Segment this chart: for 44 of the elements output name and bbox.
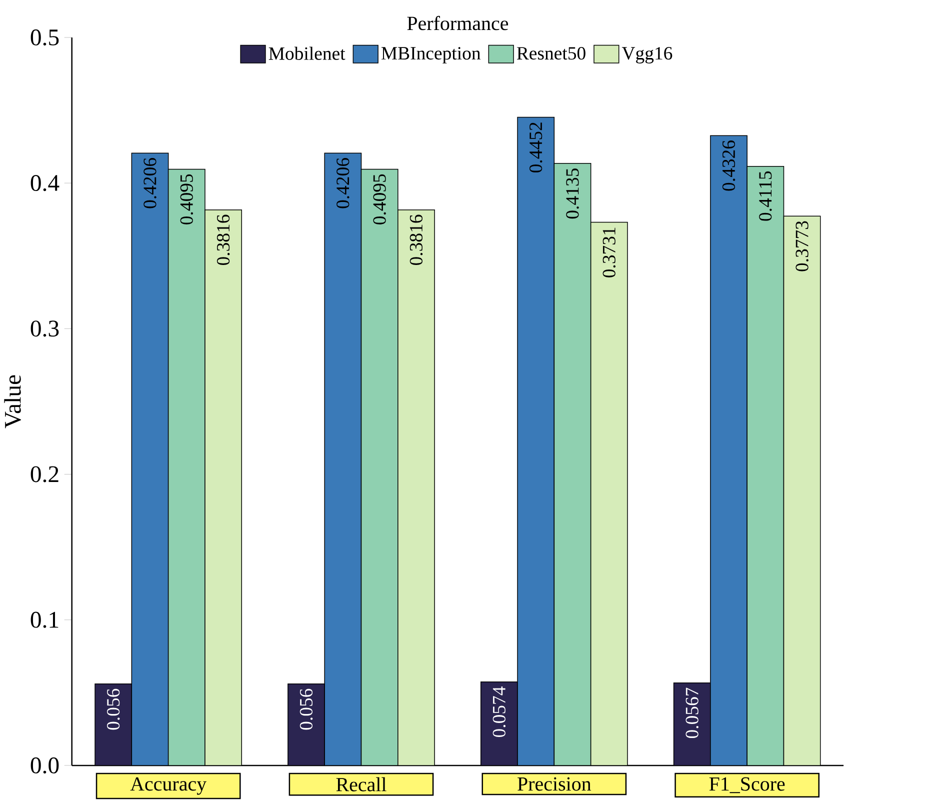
y-tick-label: 0.5 [30, 29, 59, 46]
legend-label: MBInception [381, 46, 481, 64]
legend-label: Vgg16 [622, 46, 672, 64]
data-label: 0.4095 [373, 174, 386, 224]
bar [168, 168, 206, 766]
bar [480, 681, 518, 766]
data-label: 0.3816 [410, 214, 423, 265]
data-label: 0.4452 [529, 122, 542, 172]
bar [554, 162, 592, 766]
data-label: 0.4115 [759, 171, 772, 221]
y-axis-title: Value [4, 375, 21, 428]
x-tick-label: Recall [336, 777, 386, 792]
data-label: 0.3731 [602, 228, 616, 278]
data-label: 0.056 [300, 688, 313, 730]
bar [360, 168, 398, 766]
bar [710, 135, 748, 766]
x-tick-label: F1_Score [709, 777, 785, 793]
bar [288, 683, 325, 766]
data-label: 0.056 [106, 688, 120, 730]
data-label: 0.3773 [796, 221, 808, 272]
data-label: 0.3816 [216, 214, 230, 265]
data-label: 0.4206 [144, 158, 156, 208]
y-tick-label: 0.4 [30, 174, 60, 191]
legend-label: Mobilenet [268, 46, 346, 60]
data-label: 0.4095 [180, 174, 194, 224]
chart-title: Performance [407, 16, 508, 30]
data-label: 0.0567 [686, 688, 698, 738]
bar [673, 682, 711, 766]
bar [746, 166, 784, 766]
bar [517, 116, 555, 766]
data-label: 0.4206 [336, 158, 350, 208]
bar [94, 683, 132, 766]
y-tick-label: 0.3 [30, 320, 59, 337]
data-label: 0.4135 [566, 168, 579, 218]
data-label: 0.0574 [492, 686, 506, 737]
y-tick-label: 0.2 [30, 466, 58, 482]
data-label: 0.4326 [722, 140, 736, 191]
x-tick-label: Accuracy [130, 777, 207, 795]
legend-label: Resnet50 [516, 46, 586, 60]
y-tick-label: 0.0 [30, 757, 59, 774]
x-tick-label: Precision [518, 777, 592, 791]
bar [131, 152, 169, 766]
bar [324, 152, 362, 766]
y-tick-label: 0.1 [30, 612, 58, 628]
